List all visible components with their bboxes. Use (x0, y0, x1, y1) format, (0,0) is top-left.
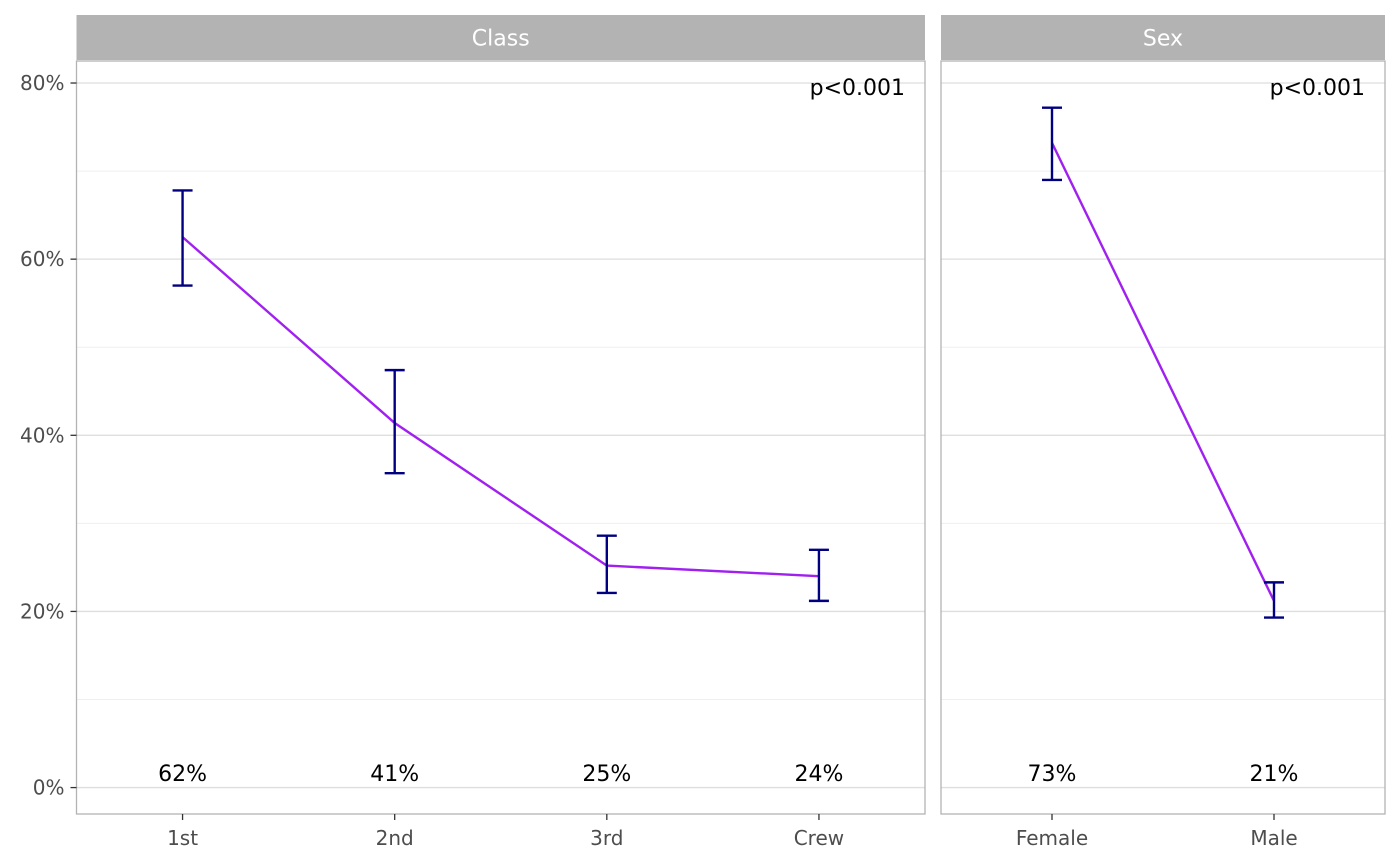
p-value-annotation: p<0.001 (1270, 76, 1365, 101)
panel-border (75, 60, 926, 815)
x-tick-label: Crew (794, 826, 844, 850)
p-value-annotation: p<0.001 (810, 76, 905, 101)
data-label: 73% (1028, 762, 1077, 787)
series-line (181, 236, 819, 578)
y-tick-label: 40% (20, 423, 64, 447)
data-label: 41% (370, 762, 419, 787)
data-label: 24% (794, 762, 843, 787)
x-tick-label: Male (1250, 826, 1297, 850)
facet-strip (941, 15, 1385, 60)
facet-strip-label: Class (472, 27, 530, 52)
x-tick-label: Female (1016, 826, 1088, 850)
y-tick-label: 0% (33, 776, 65, 800)
x-tick-label: 3rd (590, 826, 623, 850)
series-line (1050, 142, 1276, 602)
x-tick-label: 1st (167, 826, 198, 850)
facet-strip (76, 15, 925, 60)
data-label: 62% (158, 762, 207, 787)
y-tick-label: 60% (20, 247, 64, 271)
data-label: 21% (1250, 762, 1299, 787)
facet-strip-label: Sex (1143, 27, 1183, 52)
panel-border (940, 60, 1386, 815)
y-tick-label: 20% (20, 599, 64, 623)
y-tick-label: 80% (20, 71, 64, 95)
data-label: 25% (582, 762, 631, 787)
x-tick-label: 2nd (376, 826, 414, 850)
